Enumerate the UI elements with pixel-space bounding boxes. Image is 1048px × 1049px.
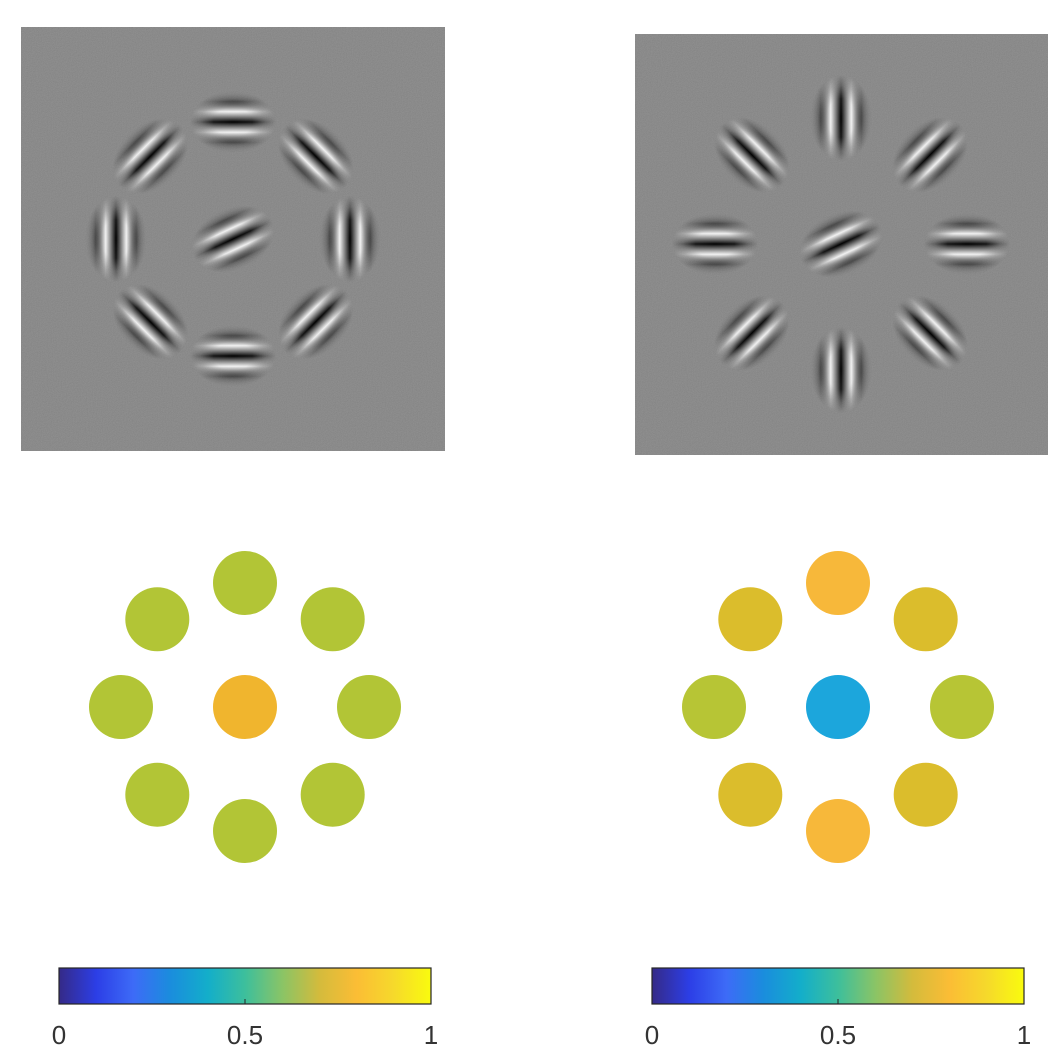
disc-surround-left-3 (125, 587, 190, 652)
disc-surround-left-1 (300, 587, 365, 652)
colorbar-tick-label-right-1: 0.5 (820, 1020, 856, 1049)
disc-center-right (806, 675, 870, 739)
disc-surround-left-7 (300, 762, 365, 827)
disc-center-left (213, 675, 277, 739)
gabor-surround-left-4 (85, 196, 147, 282)
colorbar-right: 0 0.5 1 (645, 967, 1031, 1049)
disc-surround-right-5 (718, 762, 783, 827)
colorbar-tick-label-left-1: 0.5 (227, 1020, 263, 1049)
colorbar-tick-label-right-0: 0 (645, 1020, 659, 1049)
gabor-center-left (180, 192, 286, 286)
gabor-surround-left-2 (190, 91, 276, 153)
gabor-surround-left-1 (263, 103, 369, 209)
disc-map-right (682, 551, 994, 863)
disc-surround-right-0 (930, 675, 994, 739)
stimulus-panel-right (635, 34, 1048, 455)
disc-surround-right-1 (893, 587, 958, 652)
gabor-surround-left-6 (190, 325, 276, 387)
gabor-surround-left-7 (263, 269, 369, 375)
disc-surround-left-4 (89, 675, 153, 739)
gabor-center-right (788, 197, 894, 291)
gabor-surround-right-1 (877, 102, 983, 208)
gabor-surround-left-0 (319, 196, 381, 282)
colorbar-gradient-right (651, 967, 1025, 1005)
disc-surround-left-0 (337, 675, 401, 739)
gabor-group-right (672, 75, 1010, 413)
colorbar-tick-label-left-2: 1 (424, 1020, 438, 1049)
gabor-surround-left-3 (97, 103, 203, 209)
disc-surround-left-5 (125, 762, 190, 827)
gabor-surround-right-6 (810, 327, 872, 413)
disc-map-left (89, 551, 401, 863)
stimulus-panel-left (21, 27, 445, 451)
disc-surround-right-6 (806, 799, 870, 863)
disc-surround-left-2 (213, 551, 277, 615)
gabor-surround-right-2 (810, 75, 872, 161)
colorbar-tick-label-right-2: 1 (1017, 1020, 1031, 1049)
disc-surround-left-6 (213, 799, 277, 863)
gabor-surround-right-3 (699, 102, 805, 208)
gabor-surround-left-5 (97, 269, 203, 375)
gabor-surround-right-0 (924, 213, 1010, 275)
disc-surround-right-2 (806, 551, 870, 615)
gabor-surround-right-4 (672, 213, 758, 275)
gabor-group-left (85, 91, 381, 387)
colorbar-left: 0 0.5 1 (52, 967, 438, 1049)
gabor-surround-right-7 (877, 280, 983, 386)
disc-surround-right-3 (718, 587, 783, 652)
colorbar-gradient-left (58, 967, 432, 1005)
disc-surround-right-4 (682, 675, 746, 739)
colorbar-tick-label-left-0: 0 (52, 1020, 66, 1049)
disc-surround-right-7 (893, 762, 958, 827)
gabor-surround-right-5 (699, 280, 805, 386)
